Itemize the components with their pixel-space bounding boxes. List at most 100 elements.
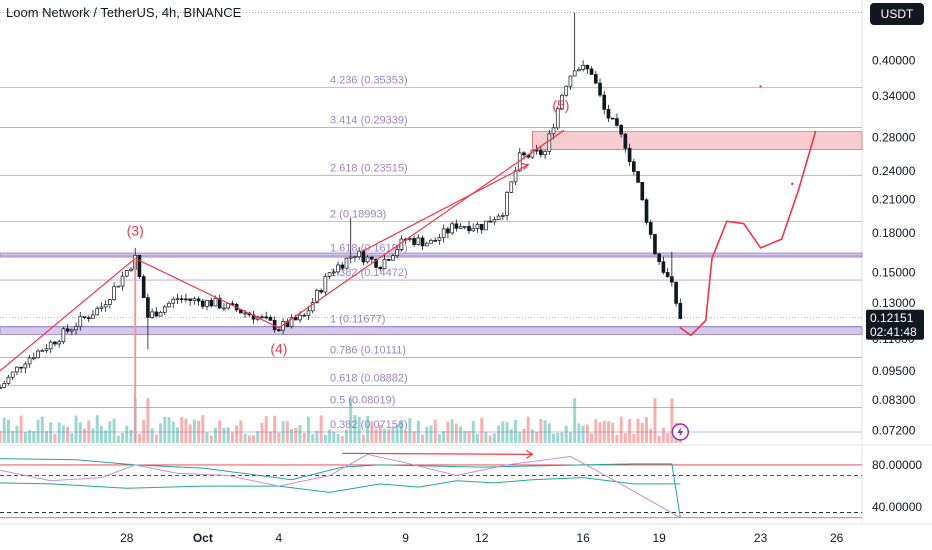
wave-label-2: (4) [270,340,287,356]
osc-series-1 [0,458,681,518]
price-tick-label: 0.21000 [872,193,916,207]
volume-bar [214,427,217,443]
volume-bar [332,431,336,443]
candle-body [593,74,598,84]
candle-body [213,297,218,307]
volume-bar [539,418,543,443]
volume-bar [70,433,74,443]
candle-body [577,69,581,72]
volume-bar [416,420,420,443]
candle [458,223,463,229]
volume-bar [666,432,670,443]
volume-bar [230,432,234,443]
candle-body [120,275,125,287]
candle [99,302,104,312]
volume-bar [336,434,340,443]
candle-body [331,271,336,274]
volume-bar [467,430,471,443]
volume-bar [45,431,48,443]
volume-bar [501,421,505,443]
candle [82,316,87,320]
candle-body [416,237,421,245]
candle-body [0,387,2,389]
volume-bar [112,418,116,443]
candle-body [555,108,560,129]
candle [171,296,176,309]
candle [310,297,315,314]
candle [57,339,61,348]
candle-body [648,222,653,235]
candle-body [610,117,615,120]
time-tick-label: 26 [830,531,844,545]
volume-bar [184,418,188,443]
candle-body [158,311,163,317]
candle [412,235,416,247]
candle [619,123,623,138]
candle-body [65,328,70,332]
candle-body [327,272,332,277]
osc-divergence-arrow [526,449,534,459]
candle-body [2,383,7,388]
candle [581,60,585,72]
candle-body [602,94,607,110]
candle [636,170,640,184]
currency-button[interactable]: USDT [870,3,924,25]
candle-body [293,317,298,321]
candle-body [636,171,640,183]
wave-line-2 [361,164,529,253]
volume-bar [573,398,577,443]
volume-bar [15,425,19,443]
candle-body [674,281,678,304]
candle [623,132,628,153]
candle-body [289,317,294,327]
volume-bar [40,416,44,443]
volume-bar [581,425,585,443]
candle-body [154,311,159,317]
candle [120,271,125,291]
volume-bar [433,419,437,443]
candle [564,85,569,97]
volume-bar [49,422,53,443]
volume-bar [391,427,395,443]
candle [555,106,560,130]
volume-bar [235,425,239,443]
candle-body [488,220,492,223]
candle [323,273,328,296]
volume-bar [518,432,522,443]
candle [416,234,421,246]
candle [606,104,611,123]
time-tick-label: 12 [475,531,489,545]
volume-bar [273,415,277,443]
candle [479,223,484,234]
wave-arrow-head [521,163,530,171]
volume-bar [121,432,125,443]
candle-body [450,223,454,234]
volume-bar [611,422,615,443]
volume-bar [645,417,648,443]
time-tick-label: 16 [576,531,590,545]
volume-bar [302,433,306,443]
projection-dot-2 [791,182,794,186]
candle-body [277,329,281,332]
candle-body [315,290,319,303]
candle-body [217,297,222,309]
candle-body [323,276,328,293]
price-tick-label: 0.15000 [872,265,916,279]
candle [162,304,167,316]
candle-body [509,181,514,193]
candle-body [353,256,357,259]
volume-bar [252,435,256,443]
candle-body [192,298,197,301]
candle-body [184,298,188,301]
volume-bar [370,421,374,443]
volume-bar [311,434,315,443]
candle-body [70,329,74,332]
candle [378,265,383,272]
candle-body [623,133,628,149]
fib-label-0.786: 0.786 (0.10111) [330,344,406,356]
candle-body [598,82,602,96]
price-tick-label: 0.07200 [872,424,916,438]
zone-1 [532,131,863,150]
volume-bar [615,434,619,443]
